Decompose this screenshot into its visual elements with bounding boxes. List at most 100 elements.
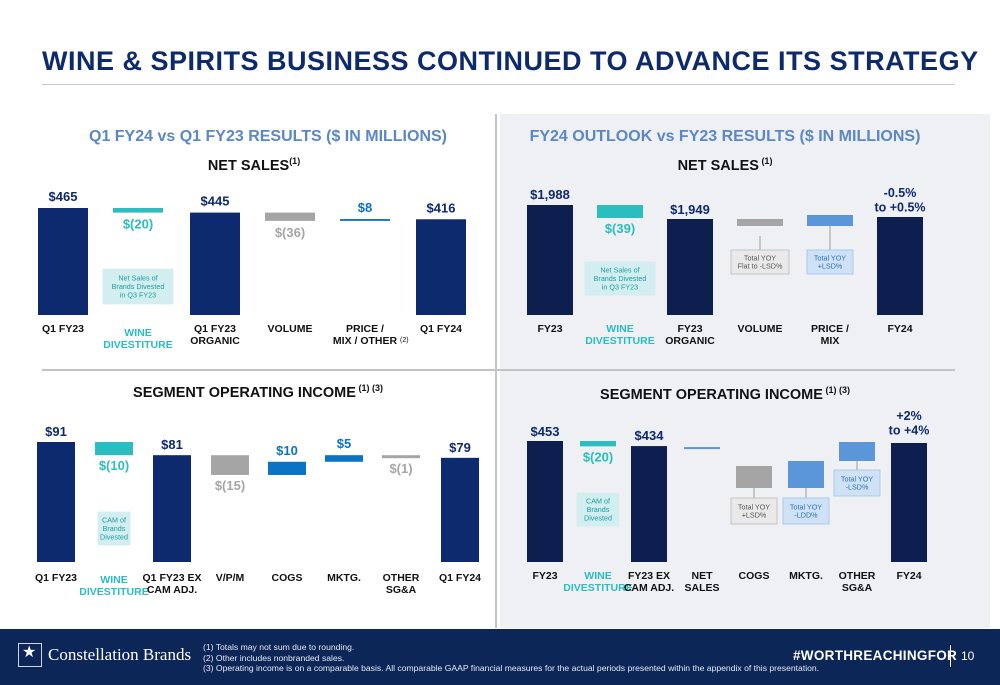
bar-wine-divestiture: [597, 205, 643, 218]
footnotes: (1) Totals may not sum due to rounding. …: [203, 642, 819, 674]
bar-mktg: [788, 461, 824, 488]
category-label: FY23: [537, 323, 562, 335]
bar-q1-fy23-ex-cam: [153, 455, 191, 562]
category-label: Q1 FY23: [35, 572, 77, 584]
net-sales-left-subtitle: NET SALES(1): [207, 156, 301, 174]
category-label: PRICE /: [346, 323, 384, 335]
annotation-text: CAM of: [102, 516, 126, 525]
value-label: $(39): [605, 221, 635, 236]
bar-q1-fy23-organic: [190, 212, 240, 315]
category-label: DIVESTITURE: [79, 586, 148, 598]
value-label: $(20): [583, 449, 613, 464]
value-label: $434: [635, 428, 665, 443]
category-label: SG&A: [842, 582, 873, 594]
value-label: $5: [337, 436, 351, 451]
bar-other-sga: [382, 455, 420, 459]
annotation-text: in Q3 FY23: [602, 282, 638, 291]
annotation-text: -LSD%: [846, 483, 869, 492]
category-label: PRICE /: [811, 323, 849, 335]
value-label: $8: [358, 200, 372, 215]
page-title: WINE & SPIRITS BUSINESS CONTINUED TO ADV…: [42, 46, 979, 76]
star-icon: ★: [18, 643, 42, 667]
category-label: DIVESTITURE: [563, 582, 632, 594]
annotation-text: Brands Divested: [594, 274, 647, 283]
bar-net-sales: [684, 447, 720, 450]
value-label: $465: [49, 189, 78, 204]
bar-cogs: [736, 466, 772, 488]
value-label: $(36): [275, 225, 305, 240]
annotation-box: [584, 261, 656, 296]
bar-q1-fy23: [38, 208, 88, 315]
logo-text: Constellation Brands: [48, 645, 192, 664]
value-label: +2%: [896, 409, 921, 423]
category-label: VOLUME: [738, 323, 783, 335]
bar-fy24: [891, 443, 927, 562]
value-label: $416: [427, 200, 456, 215]
category-label: ORGANIC: [190, 335, 240, 347]
annotation-box: [102, 268, 174, 305]
category-label: DIVESTITURE: [103, 339, 172, 351]
value-label: to +0.5%: [874, 200, 925, 214]
value-label: -0.5%: [884, 186, 917, 200]
category-label: Q1 FY23: [194, 323, 236, 335]
footnote-ref: (2): [400, 337, 409, 344]
annotation-text: Brands: [587, 505, 610, 514]
bar-q1-fy24: [416, 219, 466, 315]
hashtag: #WORTHREACHINGFOR: [793, 648, 958, 663]
category-label: COGS: [272, 572, 303, 584]
value-label: $10: [276, 443, 298, 458]
category-label: FY23: [677, 323, 702, 335]
category-label: WINE: [584, 570, 611, 582]
annotation-box: [97, 511, 131, 546]
bar-price-mix: [807, 215, 853, 226]
annotation-text: Total YOY: [744, 253, 776, 262]
annotation-text: Brands Divested: [112, 282, 165, 291]
left-section-title: Q1 FY24 vs Q1 FY23 RESULTS ($ IN MILLION…: [88, 128, 448, 145]
bar-fy23: [527, 441, 563, 562]
value-label: $1,949: [670, 202, 710, 217]
right-section-title: FY24 OUTLOOK vs FY23 RESULTS ($ IN MILLI…: [529, 128, 921, 145]
annotation-text: Total YOY: [841, 474, 873, 483]
category-label: MIX: [821, 335, 840, 347]
bar-q1-fy24: [441, 457, 479, 562]
vertical-divider: [495, 114, 497, 628]
category-label: FY24: [896, 570, 921, 582]
category-label: NET: [692, 570, 714, 582]
bar-wine-divestiture: [580, 441, 616, 447]
value-label: $81: [161, 437, 183, 452]
bar-wine-divestiture: [113, 208, 163, 213]
annotation-text: Total YOY: [814, 253, 846, 262]
category-label: MIX / OTHER: [333, 335, 398, 347]
value-label: $(20): [123, 217, 153, 232]
title-divider: [42, 84, 955, 85]
value-label: $453: [531, 424, 560, 439]
annotation-text: Net Sales of: [600, 266, 639, 275]
category-label: CAM ADJ.: [624, 582, 674, 594]
bar-mktg: [325, 455, 363, 462]
annotation-text: CAM of: [586, 497, 610, 506]
bar-volume: [265, 212, 315, 221]
bar-price-mix: [340, 219, 390, 221]
bar-wine-divestiture: [95, 442, 133, 456]
bar-cogs: [268, 461, 306, 475]
annotation-box: [576, 492, 620, 527]
value-label: $(1): [389, 461, 412, 476]
annotation-text: +LSD%: [818, 262, 843, 271]
value-label: $(15): [215, 478, 245, 493]
page-number: 10: [961, 649, 975, 663]
annotation-text: Brands: [103, 524, 126, 533]
category-label: VOLUME: [268, 323, 313, 335]
annotation-box: [730, 497, 778, 525]
category-label: OTHER: [383, 572, 420, 584]
horizontal-divider: [42, 369, 955, 371]
category-label: DIVESTITURE: [585, 335, 654, 347]
category-label: FY24: [887, 323, 912, 335]
footer-bar: ★ Constellation Brands (1) Totals may no…: [0, 629, 1000, 685]
category-label: SALES: [684, 582, 719, 594]
annotation-text: Net Sales of: [118, 274, 157, 283]
annotation-text: Divested: [100, 532, 128, 541]
value-label: to +4%: [889, 423, 930, 437]
page-separator: [950, 645, 951, 667]
category-label: ORGANIC: [665, 335, 715, 347]
